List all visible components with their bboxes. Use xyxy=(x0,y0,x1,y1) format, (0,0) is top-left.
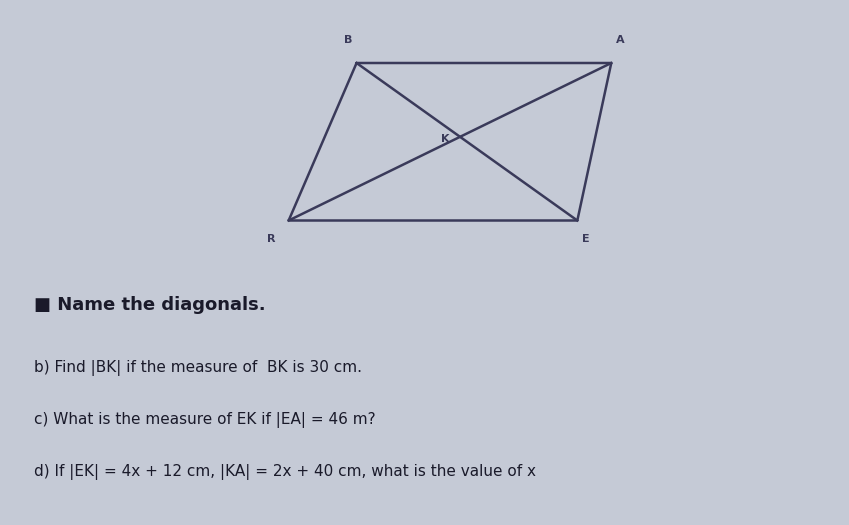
Text: A: A xyxy=(616,35,624,45)
Text: R: R xyxy=(267,234,276,244)
Text: b) Find |BK| if the measure of  BK is 30 cm.: b) Find |BK| if the measure of BK is 30 … xyxy=(34,360,362,375)
Text: E: E xyxy=(582,234,589,244)
Text: d) If |EK| = 4x + 12 cm, |KA| = 2x + 40 cm, what is the value of x: d) If |EK| = 4x + 12 cm, |KA| = 2x + 40 … xyxy=(34,465,536,480)
Text: c) What is the measure of EK if |EA| = 46 m?: c) What is the measure of EK if |EA| = 4… xyxy=(34,412,375,428)
Text: B: B xyxy=(344,35,352,45)
Text: K: K xyxy=(441,134,450,144)
Text: ■ Name the diagonals.: ■ Name the diagonals. xyxy=(34,296,266,313)
